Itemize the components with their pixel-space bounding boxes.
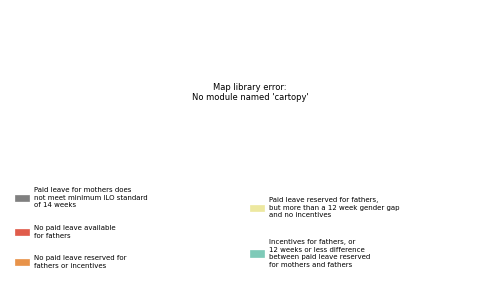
Text: No paid leave available
for fathers: No paid leave available for fathers [34,225,116,239]
Text: No paid leave reserved for
fathers or incentives: No paid leave reserved for fathers or in… [34,255,126,269]
Text: Paid leave for mothers does
not meet minimum ILO standard
of 14 weeks: Paid leave for mothers does not meet min… [34,187,148,208]
Text: Map library error:
No module named 'cartopy': Map library error: No module named 'cart… [192,83,308,102]
Text: Incentives for fathers, or
12 weeks or less difference
between paid leave reserv: Incentives for fathers, or 12 weeks or l… [269,239,370,268]
Text: Paid leave reserved for fathers,
but more than a 12 week gender gap
and no incen: Paid leave reserved for fathers, but mor… [269,197,400,218]
